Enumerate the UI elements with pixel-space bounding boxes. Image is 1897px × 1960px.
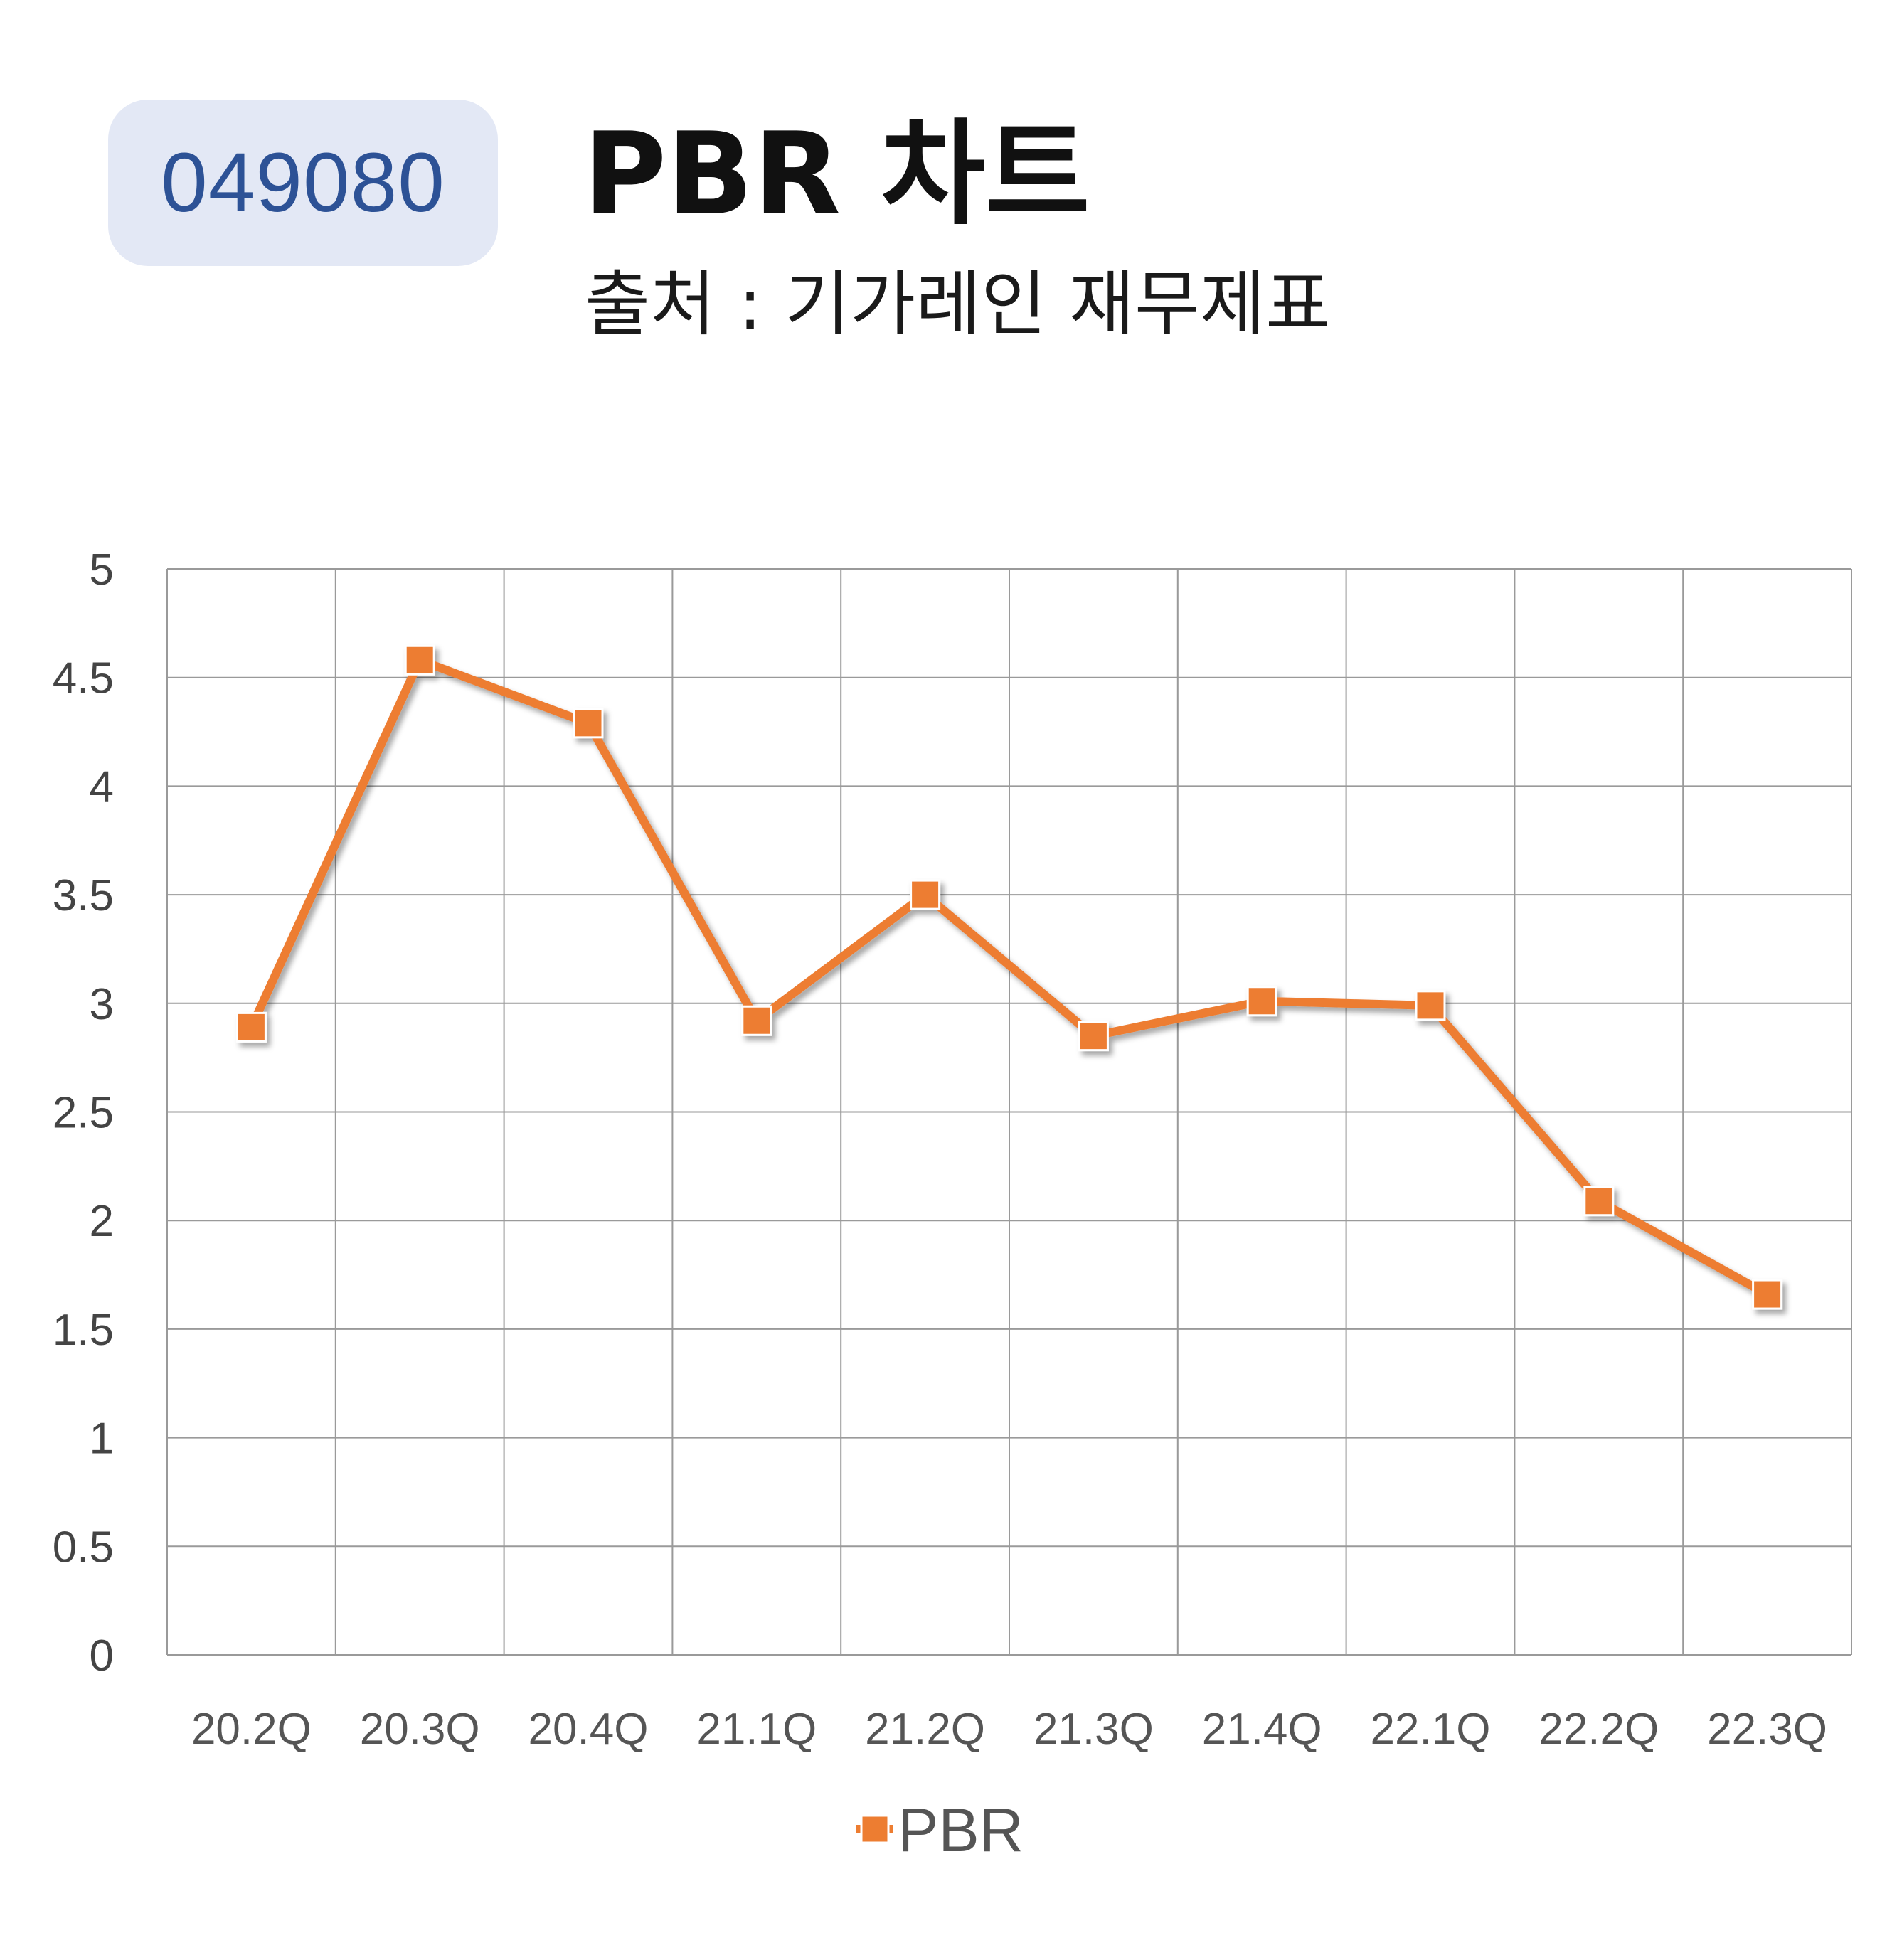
x-tick-label: 22.2Q	[1539, 1705, 1659, 1754]
chart-grid	[166, 568, 1852, 1656]
x-tick-label: 21.2Q	[865, 1705, 985, 1754]
legend-label: PBR	[898, 1796, 1024, 1865]
legend-marker	[860, 1814, 890, 1844]
series-line	[247, 656, 1770, 1299]
data-point	[1246, 986, 1277, 1017]
x-tick-label: 20.4Q	[528, 1705, 649, 1754]
x-tick-label: 21.4Q	[1202, 1705, 1322, 1754]
data-point	[1415, 990, 1446, 1021]
data-point	[573, 708, 604, 739]
y-tick-label: 5	[90, 545, 114, 595]
data-point	[1752, 1279, 1783, 1310]
data-point	[235, 1011, 267, 1043]
x-tick-label: 20.3Q	[360, 1705, 480, 1754]
x-tick-label: 22.1Q	[1371, 1705, 1491, 1754]
x-axis-ticks: 20.2Q 20.3Q 20.4Q 21.1Q 21.2Q 21.3Q 21.4Q 22.1Q…	[191, 1705, 1827, 1754]
y-tick-label: 0.5	[53, 1523, 114, 1572]
y-tick-label: 2	[90, 1197, 114, 1246]
y-tick-label: 0	[90, 1631, 114, 1681]
x-tick-label: 21.1Q	[696, 1705, 817, 1754]
series-pbr	[235, 644, 1783, 1310]
y-tick-label: 1.5	[53, 1306, 114, 1355]
x-tick-label: 22.3Q	[1707, 1705, 1827, 1754]
stock-code-badge: 049080	[108, 100, 498, 266]
stock-code: 049080	[161, 136, 445, 230]
data-point	[910, 879, 941, 910]
y-tick-label: 2.5	[53, 1089, 114, 1138]
y-tick-label: 3.5	[53, 871, 114, 920]
chart-title: PBR 차트	[583, 107, 1090, 240]
data-point	[1078, 1021, 1109, 1052]
data-point	[404, 644, 435, 676]
y-tick-label: 1	[90, 1415, 114, 1464]
x-tick-label: 21.3Q	[1033, 1705, 1154, 1754]
chart-subtitle: 출처 : 기가레인 재무제표	[585, 262, 1332, 346]
data-point	[741, 1005, 772, 1036]
y-axis-ticks: 0 0.5 1 1.5 2 2.5 3 3.5 4 4.5 5	[53, 545, 114, 1681]
x-tick-label: 20.2Q	[191, 1705, 312, 1754]
y-tick-label: 4.5	[53, 654, 114, 703]
data-point	[1583, 1186, 1615, 1217]
legend: PBR	[856, 1796, 1024, 1865]
y-tick-label: 3	[90, 980, 114, 1029]
y-tick-label: 4	[90, 762, 114, 811]
